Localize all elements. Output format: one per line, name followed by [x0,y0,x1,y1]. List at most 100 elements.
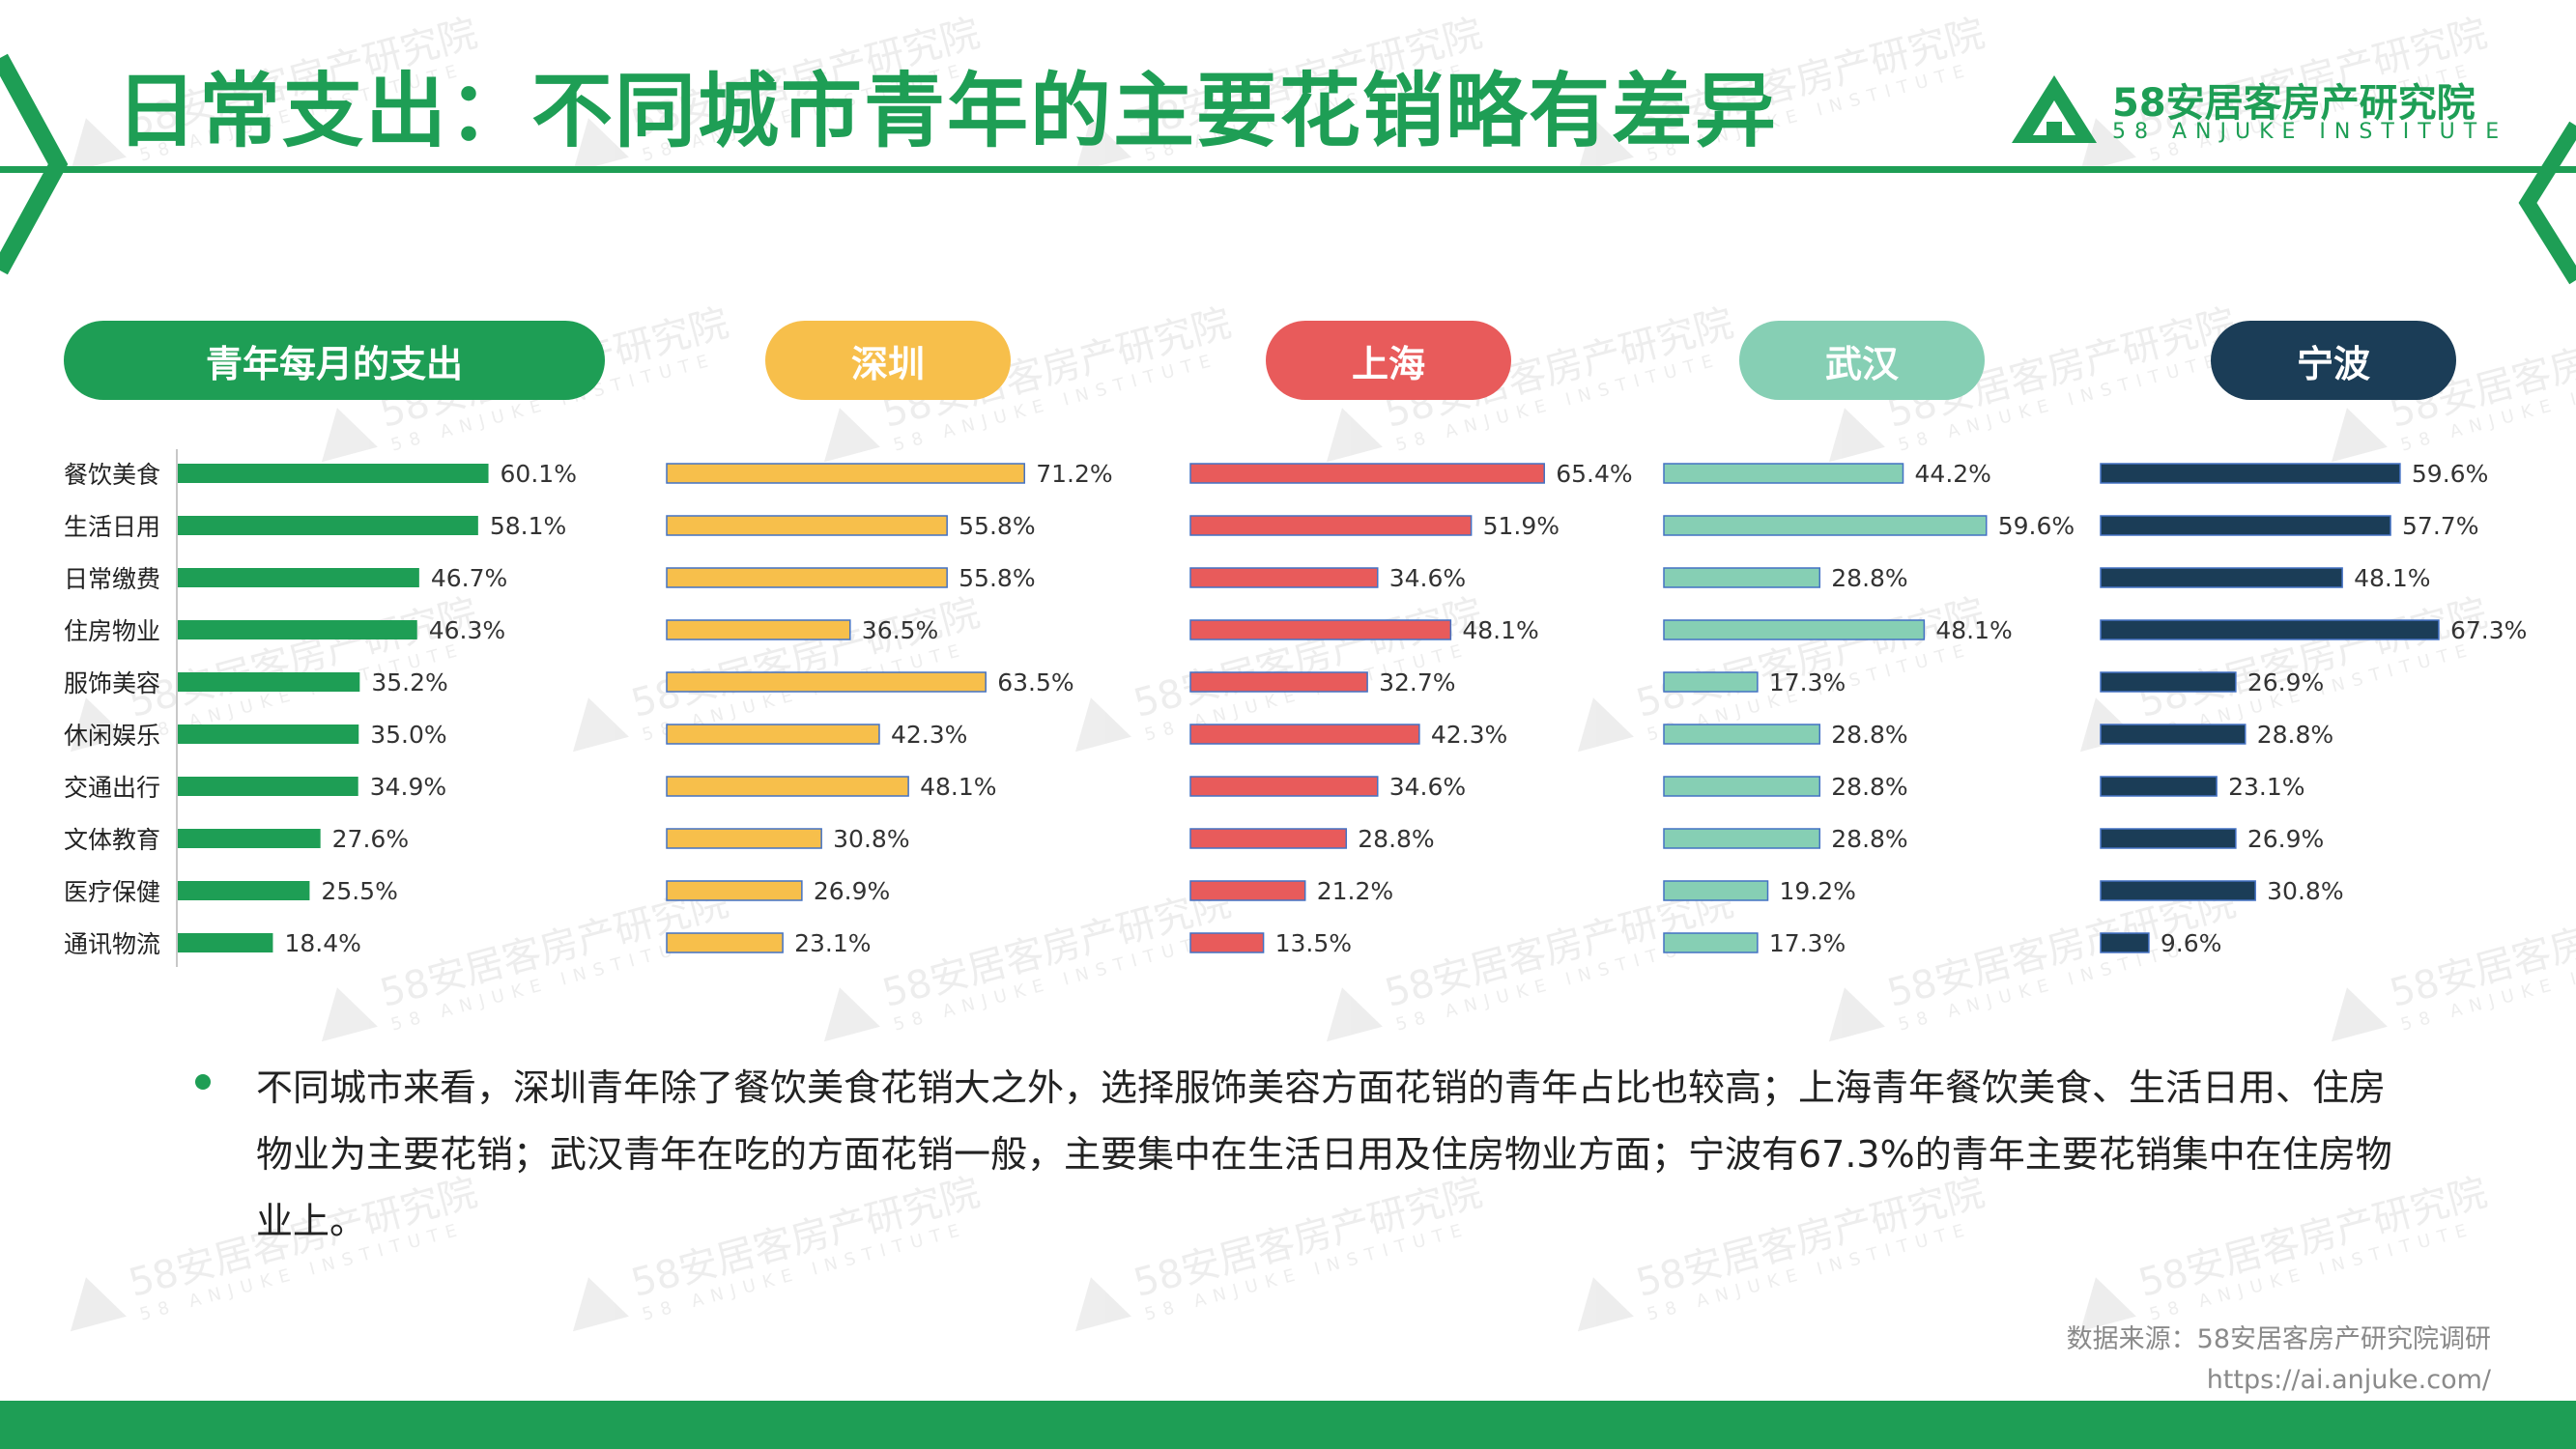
bar [666,515,948,536]
bullet-point [195,1074,211,1090]
data-label: 34.9% [370,773,446,801]
panel-header-ningbo: 宁波 [2211,321,2456,400]
data-label: 9.6% [2161,929,2222,957]
data-label: 17.3% [1769,929,1846,957]
bar [1663,463,1904,484]
bar [178,464,489,483]
data-label: 28.8% [1831,564,1907,592]
category-label: 生活日用 [64,513,160,541]
bar [2100,932,2150,953]
title-rule [0,166,2576,173]
bar [666,828,822,849]
data-label: 34.6% [1389,773,1466,801]
right-chevron-decoration [2518,121,2576,285]
bar [2100,880,2256,901]
house-logo-icon [2012,75,2097,143]
bar [666,671,987,693]
data-label: 55.8% [959,512,1035,540]
data-label: 44.2% [1915,460,1991,488]
data-label: 48.1% [1462,616,1538,644]
brand-logo: 58安居客房产研究院 58 ANJUKE INSTITUTE [2008,68,2510,155]
bar [178,777,358,796]
bar [1663,776,1821,797]
category-label: 通讯物流 [64,930,160,958]
panel-header-shanghai: 上海 [1266,321,1511,400]
data-label: 34.6% [1389,564,1466,592]
data-label: 25.5% [321,877,397,905]
source-note: 数据来源：58安居客房产研究院调研 https://ai.anjuke.com/ [2067,1320,2491,1401]
panel-header-overall: 青年每月的支出 [64,321,605,400]
bar [666,567,948,588]
data-label: 42.3% [891,721,967,749]
bar [178,620,417,639]
data-label: 48.1% [2354,564,2430,592]
data-label: 28.8% [1831,721,1907,749]
data-label: 30.8% [833,825,909,853]
data-label: 57.7% [2402,512,2478,540]
bar [178,724,359,744]
bar [1189,463,1545,484]
bar [178,516,478,535]
data-label: 51.9% [1483,512,1560,540]
bar [2100,567,2343,588]
bar [666,776,909,797]
data-label: 26.9% [2247,825,2324,853]
data-label: 17.3% [1769,668,1846,696]
data-label: 28.8% [1831,773,1907,801]
data-label: 65.4% [1556,460,1632,488]
bar [1663,515,1988,536]
data-label: 23.1% [794,929,871,957]
category-label: 医疗保健 [64,878,160,906]
bar [1189,567,1379,588]
bar [1189,671,1368,693]
bar [1189,776,1379,797]
bar [1189,880,1306,901]
bar [178,672,360,692]
data-label: 30.8% [2267,877,2343,905]
bar [178,881,310,900]
bar [2100,724,2247,745]
data-label: 36.5% [862,616,938,644]
data-label: 21.2% [1317,877,1393,905]
data-label: 35.0% [370,721,446,749]
data-label: 23.1% [2228,773,2304,801]
category-label: 住房物业 [64,617,160,645]
bar [2100,776,2218,797]
data-label: 46.7% [431,564,507,592]
bar [666,724,880,745]
bar [666,463,1025,484]
data-label: 28.8% [1831,825,1907,853]
data-label: 63.5% [997,668,1073,696]
category-label: 日常缴费 [64,565,160,593]
spending-bar-charts: 餐饮美食生活日用日常缴费住房物业服饰美容休闲娱乐交通出行文体教育医疗保健通讯物流… [64,449,2527,967]
bar [178,829,321,848]
bar [2100,619,2440,640]
left-chevron-decoration [0,53,69,275]
data-label: 58.1% [490,512,566,540]
bar [1663,880,1769,901]
bar [2100,515,2391,536]
bar [178,568,419,587]
bar [1663,828,1821,849]
bar [2100,828,2237,849]
bar [666,932,784,953]
data-label: 35.2% [371,668,447,696]
page-title: 日常支出：不同城市青年的主要花销略有差异 [116,64,1779,158]
bar [1663,567,1821,588]
data-label: 42.3% [1431,721,1507,749]
bar [1189,828,1348,849]
data-label: 60.1% [501,460,577,488]
data-label: 46.3% [429,616,505,644]
data-label: 55.8% [959,564,1035,592]
bar [1189,724,1420,745]
source-text: 数据来源：58安居客房产研究院调研 [2066,1324,2491,1354]
bar [1189,619,1452,640]
category-label: 服饰美容 [64,669,160,697]
bar [2100,671,2237,693]
insight-text: 不同城市来看，深圳青年除了餐饮美食花销大之外，选择服饰美容方面花销的青年占比也较… [256,1066,2392,1242]
bar [1663,724,1821,745]
bar [666,880,803,901]
category-label: 休闲娱乐 [64,722,160,750]
data-label: 13.5% [1275,929,1352,957]
data-label: 28.8% [2257,721,2333,749]
